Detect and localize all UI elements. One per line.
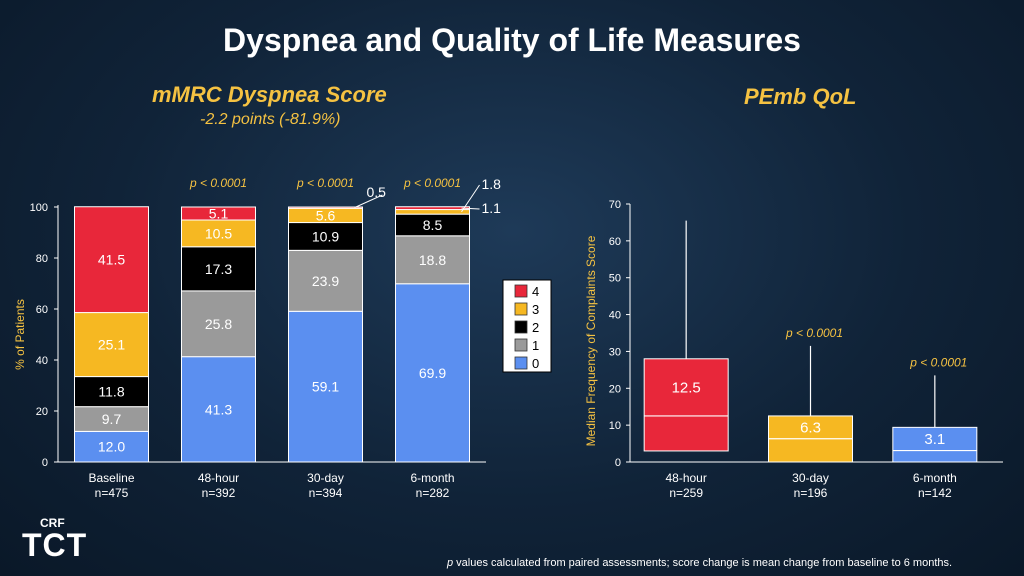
bar-segment-0 <box>395 283 470 463</box>
bar-category-n: n=394 <box>309 486 343 500</box>
footnote: p values calculated from paired assessme… <box>447 557 953 569</box>
box-category-n: n=196 <box>794 486 828 500</box>
box-category-n: n=142 <box>918 486 952 500</box>
bar-value-label: 25.8 <box>205 316 232 332</box>
bar-legend-label: 0 <box>532 356 539 371</box>
bar-legend-swatch-1 <box>514 338 528 352</box>
box-iqr <box>892 426 978 463</box>
box-category-n: n=259 <box>669 486 703 500</box>
bar-value-label: 41.5 <box>98 252 125 268</box>
bar-category-label: Baseline <box>88 471 134 485</box>
box-category-label: 48-hour <box>665 471 706 485</box>
box-y-tick-label: 20 <box>609 383 621 395</box>
bar-segment-1 <box>288 249 363 312</box>
bar-value-label: 12.0 <box>98 439 125 455</box>
bar-callout-line <box>354 194 383 209</box>
bar-segment-0 <box>74 430 149 463</box>
bar-p-value: p < 0.0001 <box>296 176 354 190</box>
box-y-tick-label: 60 <box>609 236 621 248</box>
bar-legend-label: 4 <box>532 284 539 299</box>
bar-value-label: 10.9 <box>312 228 339 244</box>
box-y-tick-label: 0 <box>615 457 621 469</box>
bar-y-tick-label: 20 <box>36 406 48 418</box>
bar-callout-line <box>461 207 480 210</box>
bar-category-label: 48-hour <box>198 471 239 485</box>
bar-callout-label: 1.8 <box>482 176 502 192</box>
box-iqr <box>643 358 729 452</box>
bar-callout-label: 0.5 <box>367 184 387 200</box>
bar-segment-2 <box>288 222 363 251</box>
bar-legend-label: 3 <box>532 302 539 317</box>
bar-segment-4 <box>74 206 149 314</box>
box-y-tick-label: 50 <box>609 273 621 285</box>
left-chart-title: mMRC Dyspnea Score <box>152 82 387 107</box>
crf-logo-text: CRF <box>40 516 65 530</box>
bar-segment-0 <box>288 310 363 463</box>
bar-category-label: 30-day <box>307 471 344 485</box>
bar-segment-2 <box>74 376 149 408</box>
bar-legend-label: 1 <box>532 338 539 353</box>
bar-segment-3 <box>181 219 256 248</box>
bar-legend-swatch-2 <box>514 320 528 334</box>
bar-value-label: 23.9 <box>312 273 339 289</box>
bar-segment-3 <box>395 209 470 215</box>
box-median-label: 3.1 <box>924 431 945 448</box>
page-title: Dyspnea and Quality of Life Measures <box>223 22 801 58</box>
bar-value-label: 17.3 <box>205 261 232 277</box>
bar-value-label: 18.8 <box>419 252 446 268</box>
box-p-value: p < 0.0001 <box>909 355 967 369</box>
bar-y-tick-label: 0 <box>42 457 48 469</box>
bar-segment-3 <box>74 312 149 378</box>
bar-y-tick-label: 60 <box>36 304 48 316</box>
box-median-label: 12.5 <box>672 379 701 396</box>
bar-y-axis-label: % of Patients <box>13 299 27 370</box>
bar-p-value: p < 0.0001 <box>403 176 461 190</box>
right-chart-title: PEmb QoL <box>744 84 857 109</box>
bar-legend-swatch-0 <box>514 356 528 370</box>
bar-value-label: 11.8 <box>98 384 124 400</box>
bar-category-label: 6-month <box>410 471 454 485</box>
bar-value-label: 9.7 <box>102 411 122 427</box>
bar-segment-1 <box>181 290 256 358</box>
tct-logo: CRF TCT <box>22 516 88 563</box>
bar-value-label: 8.5 <box>423 217 443 233</box>
box-category-label: 6-month <box>913 471 957 485</box>
bar-value-label: 5.1 <box>209 206 229 222</box>
bar-callout-label: 1.1 <box>482 200 502 216</box>
bar-legend-label: 2 <box>532 320 539 335</box>
bar-legend-swatch-3 <box>514 302 528 316</box>
box-y-tick-label: 30 <box>609 346 621 358</box>
bar-segment-0 <box>181 356 256 463</box>
bar-value-label: 69.9 <box>419 365 446 381</box>
box-category-label: 30-day <box>792 471 829 485</box>
bar-value-label: 25.1 <box>98 337 125 353</box>
box-y-tick-label: 70 <box>609 199 621 211</box>
bar-legend-swatch-4 <box>514 284 528 298</box>
bar-segment-4 <box>288 206 363 209</box>
bar-value-label: 10.5 <box>205 225 232 241</box>
bar-category-n: n=475 <box>95 486 129 500</box>
box-p-value: p < 0.0001 <box>785 326 843 340</box>
bar-segment-4 <box>181 206 256 221</box>
bar-value-label: 41.3 <box>205 401 232 417</box>
bar-segment-1 <box>74 406 149 432</box>
bar-y-tick-label: 100 <box>30 202 48 214</box>
bar-y-tick-label: 40 <box>36 355 48 367</box>
bar-callout-line <box>461 184 480 213</box>
bar-category-n: n=282 <box>416 486 450 500</box>
bar-p-value: p < 0.0001 <box>189 176 247 190</box>
bar-y-tick-label: 80 <box>36 253 48 265</box>
bar-category-n: n=392 <box>202 486 236 500</box>
box-y-axis-label: Median Frequency of Complaints Score <box>584 235 598 446</box>
bar-segment-2 <box>181 246 256 292</box>
bar-segment-4 <box>395 206 470 211</box>
tct-logo-text: TCT <box>22 527 88 563</box>
bar-value-label: 5.6 <box>316 207 336 223</box>
box-y-tick-label: 40 <box>609 310 621 322</box>
left-chart-note: -2.2 points (-81.9%) <box>200 111 341 128</box>
box-y-tick-label: 10 <box>609 420 621 432</box>
box-median-label: 6.3 <box>800 419 821 436</box>
bar-value-label: 59.1 <box>312 379 339 395</box>
